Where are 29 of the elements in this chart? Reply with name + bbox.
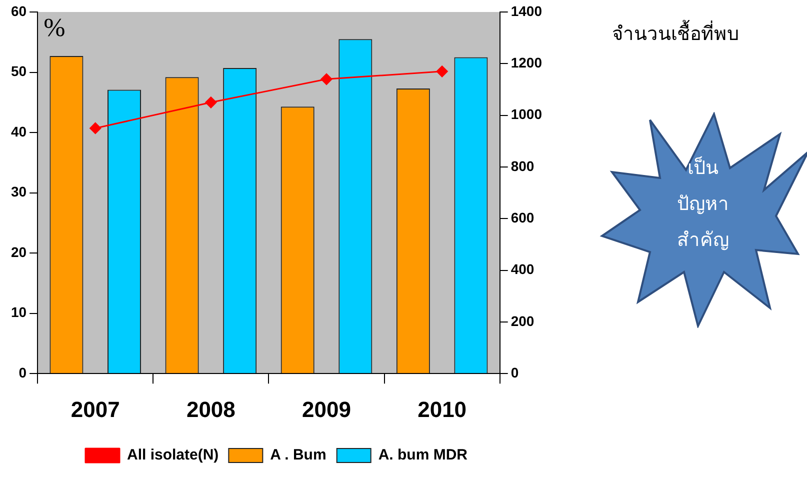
y2-tick-label: 800 bbox=[510, 158, 534, 174]
point bbox=[320, 73, 332, 85]
legend-label: A . Bum bbox=[270, 446, 326, 464]
y2-tick-label: 200 bbox=[510, 312, 534, 329]
y2-tick-label: 1200 bbox=[510, 54, 542, 71]
x-tick-label: 2007 bbox=[70, 396, 120, 422]
y2-tick-label: 400 bbox=[510, 261, 534, 278]
text: เป็น ปัญหา สำคัญ bbox=[676, 155, 730, 253]
y2-axis-title: จำนวนเชื้อที่พบ bbox=[612, 18, 739, 47]
y2-tick-label: 1400 bbox=[510, 2, 542, 19]
x-tick-label: 2009 bbox=[302, 396, 351, 422]
y2-tick-label: 0 bbox=[510, 364, 519, 380]
legend-label: A. bum MDR bbox=[378, 446, 468, 464]
y-tick-label: 40 bbox=[10, 123, 27, 140]
y-tick-label: 30 bbox=[10, 184, 27, 200]
y2-tick-label: 600 bbox=[510, 209, 534, 226]
y-tick-label: 10 bbox=[10, 304, 27, 320]
x-tick-label: 2010 bbox=[418, 396, 467, 422]
y-tick-label: 60 bbox=[10, 2, 27, 19]
legend-label: All isolate(N) bbox=[127, 446, 219, 464]
point bbox=[436, 66, 448, 78]
y2-tick-label: 1000 bbox=[510, 106, 542, 122]
point bbox=[90, 122, 102, 134]
x-tick-label: 2008 bbox=[186, 396, 236, 422]
y-axis-title: % bbox=[44, 12, 66, 42]
point bbox=[205, 96, 217, 108]
y-tick-label: 50 bbox=[10, 63, 27, 80]
y-tick-label: 20 bbox=[10, 244, 27, 260]
y-tick-label: 0 bbox=[18, 364, 27, 380]
